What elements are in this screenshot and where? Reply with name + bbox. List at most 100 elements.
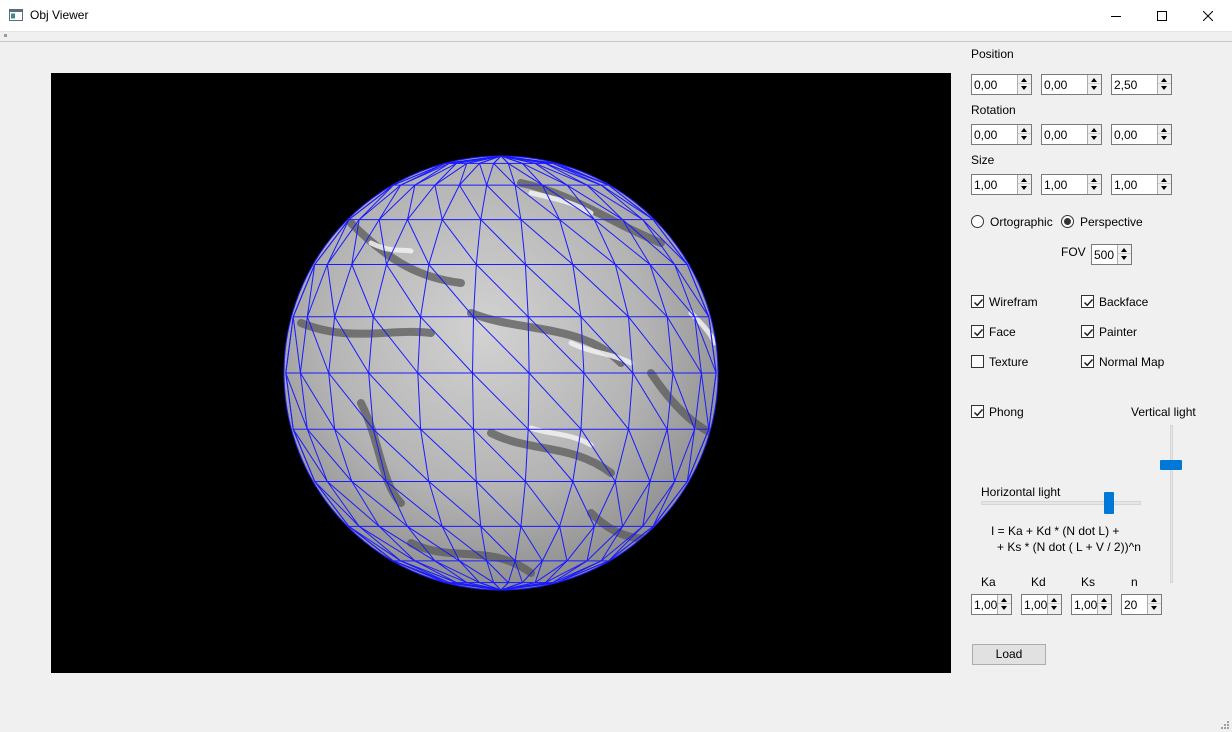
wireframe-label[interactable]: Wirefram — [989, 295, 1038, 309]
decrement-arrow-icon[interactable] — [1088, 134, 1101, 143]
vertical-light-thumb[interactable] — [1160, 459, 1182, 470]
increment-arrow-icon[interactable] — [1098, 595, 1111, 604]
wireframe-edge — [334, 264, 353, 317]
normal-map-checkbox[interactable] — [1081, 355, 1094, 368]
wireframe-edge — [292, 429, 316, 482]
increment-arrow-icon[interactable] — [1018, 175, 1031, 184]
wireframe-edge — [694, 316, 702, 374]
horizontal-light-slider[interactable] — [981, 501, 1141, 505]
texture-checkbox[interactable] — [971, 355, 984, 368]
painter-label[interactable]: Painter — [1099, 325, 1138, 339]
window-title: Obj Viewer — [30, 8, 89, 22]
kd-spinbox[interactable]: 1,00 — [1021, 594, 1062, 615]
decrement-arrow-icon[interactable] — [1018, 184, 1031, 193]
increment-arrow-icon[interactable] — [1158, 75, 1171, 84]
decrement-arrow-icon[interactable] — [1018, 84, 1031, 93]
load-button[interactable]: Load — [972, 644, 1046, 665]
size-x-spinbox[interactable]: 1,00 — [971, 174, 1032, 195]
size-z-spinbox[interactable]: 1,00 — [1111, 174, 1172, 195]
horizontal-light-thumb[interactable] — [1104, 492, 1114, 514]
decrement-arrow-icon[interactable] — [1148, 604, 1161, 613]
wireframe-edge — [628, 316, 674, 374]
ka-spinbox[interactable]: 1,00 — [971, 594, 1012, 615]
position-x-spinbox[interactable]: 0,00 — [971, 74, 1032, 95]
increment-arrow-icon[interactable] — [1088, 125, 1101, 134]
wireframe-edge — [593, 481, 616, 527]
wireframe-edge — [666, 316, 702, 374]
decrement-arrow-icon[interactable] — [1118, 254, 1131, 263]
backface-label[interactable]: Backface — [1099, 295, 1149, 309]
increment-arrow-icon[interactable] — [1088, 175, 1101, 184]
wireframe-edge — [326, 264, 336, 317]
decrement-arrow-icon[interactable] — [1158, 134, 1171, 143]
size-y-spinbox[interactable]: 1,00 — [1041, 174, 1102, 195]
wireframe-edge — [542, 184, 595, 221]
wireframe-edge — [458, 184, 482, 220]
increment-arrow-icon[interactable] — [998, 595, 1011, 604]
increment-arrow-icon[interactable] — [1158, 175, 1171, 184]
wireframe-edge — [407, 525, 460, 562]
size-label: Size — [971, 153, 995, 167]
phong-checkbox[interactable] — [971, 405, 984, 418]
wireframe-checkbox[interactable] — [971, 295, 984, 308]
rotation-x-spinbox[interactable]: 0,00 — [971, 124, 1032, 145]
wireframe-edge — [434, 184, 443, 220]
phong-label[interactable]: Phong — [989, 405, 1024, 419]
wireframe-edge — [608, 184, 654, 220]
position-y-spinbox[interactable]: 0,00 — [1041, 74, 1102, 95]
fov-label: FOV — [1061, 245, 1086, 259]
fov-spinbox[interactable]: 500 — [1091, 244, 1132, 265]
increment-arrow-icon[interactable] — [1088, 75, 1101, 84]
vertical-light-slider[interactable] — [1170, 425, 1173, 583]
ks-spinbox[interactable]: 1,00 — [1071, 594, 1112, 615]
perspective-radio[interactable] — [1061, 215, 1074, 228]
decrement-arrow-icon[interactable] — [1088, 84, 1101, 93]
decrement-arrow-icon[interactable] — [1088, 184, 1101, 193]
increment-arrow-icon[interactable] — [1048, 595, 1061, 604]
wireframe-edge — [552, 560, 588, 584]
wireframe-edge — [378, 525, 436, 562]
rotation-y-spinbox[interactable]: 0,00 — [1041, 124, 1102, 145]
increment-arrow-icon[interactable] — [1118, 245, 1131, 254]
n-spinbox[interactable]: 20 — [1121, 594, 1162, 615]
face-checkbox[interactable] — [971, 325, 984, 338]
texture-label[interactable]: Texture — [989, 355, 1029, 369]
decrement-arrow-icon[interactable] — [1098, 604, 1111, 613]
size-y-value: 1,00 — [1044, 178, 1068, 192]
wireframe-edge — [593, 219, 616, 265]
decrement-arrow-icon[interactable] — [1158, 184, 1171, 193]
rotation-z-spinbox[interactable]: 0,00 — [1111, 124, 1172, 145]
painter-checkbox[interactable] — [1081, 325, 1094, 338]
resize-grip-icon[interactable] — [1219, 719, 1229, 729]
ortographic-label[interactable]: Ortographic — [990, 215, 1053, 229]
close-button[interactable] — [1185, 0, 1231, 32]
backface-checkbox[interactable] — [1081, 295, 1094, 308]
wireframe-edge — [507, 560, 516, 583]
kd-label: Kd — [1031, 575, 1046, 589]
decrement-arrow-icon[interactable] — [1158, 84, 1171, 93]
n-value: 20 — [1124, 598, 1138, 612]
sphere-render — [283, 155, 719, 591]
wireframe-edge — [407, 219, 430, 265]
increment-arrow-icon[interactable] — [1018, 125, 1031, 134]
maximize-button[interactable] — [1139, 0, 1185, 32]
wireframe-edge — [472, 372, 529, 430]
decrement-arrow-icon[interactable] — [1018, 134, 1031, 143]
perspective-label[interactable]: Perspective — [1080, 215, 1143, 229]
position-z-spinbox[interactable]: 2,50 — [1111, 74, 1172, 95]
decrement-arrow-icon[interactable] — [998, 604, 1011, 613]
wireframe-edge — [649, 429, 668, 482]
wireframe-edge — [572, 264, 582, 317]
normal-map-label[interactable]: Normal Map — [1099, 355, 1165, 369]
wireframe-edge — [652, 219, 688, 265]
increment-arrow-icon[interactable] — [1158, 125, 1171, 134]
increment-arrow-icon[interactable] — [1018, 75, 1031, 84]
wireframe-edge — [473, 264, 477, 317]
ortographic-radio[interactable] — [971, 215, 984, 228]
minimize-button[interactable] — [1093, 0, 1139, 32]
increment-arrow-icon[interactable] — [1148, 595, 1161, 604]
face-label[interactable]: Face — [989, 325, 1016, 339]
decrement-arrow-icon[interactable] — [1048, 604, 1061, 613]
wireframe-edge — [566, 184, 595, 220]
render-viewport[interactable] — [51, 73, 951, 673]
